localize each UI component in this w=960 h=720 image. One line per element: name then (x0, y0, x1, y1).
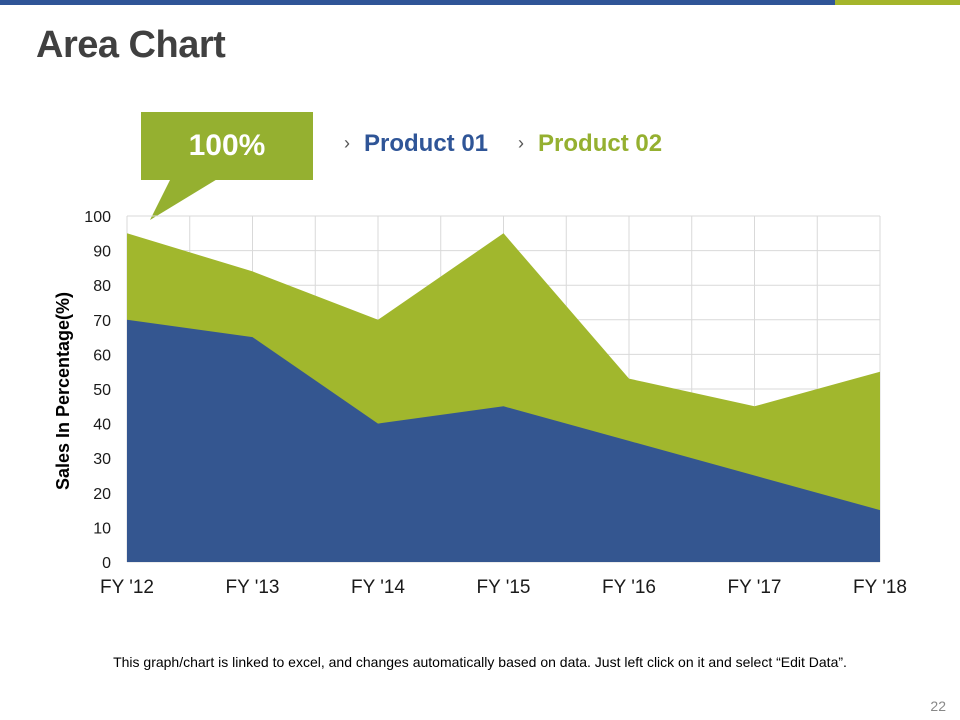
x-tick-label: FY '17 (728, 577, 782, 598)
area-chart[interactable]: 0 10 20 30 40 50 60 70 80 90 100 FY '12 FY '13 FY '14… (0, 0, 960, 620)
y-tick-label: 50 (93, 382, 111, 399)
y-tick-label: 100 (84, 209, 111, 226)
y-tick-label: 10 (93, 520, 111, 537)
legend-label-product-02: Product 02 (538, 130, 663, 157)
chart-axes: 0 10 20 30 40 50 60 70 80 90 100 FY '12 FY '13 FY '14… (53, 209, 907, 598)
x-tick-label: FY '16 (602, 577, 656, 598)
y-tick-label: 20 (93, 486, 111, 503)
y-tick-label: 80 (93, 278, 111, 295)
footnote: This graph/chart is linked to excel, and… (113, 654, 847, 670)
x-tick-label: FY '18 (853, 577, 907, 598)
x-tick-label: FY '12 (100, 577, 154, 598)
y-tick-label: 70 (93, 313, 111, 330)
chevron-right-icon: › (344, 132, 350, 153)
y-tick-label: 60 (93, 347, 111, 364)
top-accent-bar-blue (0, 0, 835, 5)
page-number: 22 (930, 698, 946, 714)
callout-tail (150, 178, 219, 220)
legend-label-product-01: Product 01 (364, 130, 489, 157)
callout-box: 100% (141, 112, 313, 180)
x-tick-label: FY '15 (477, 577, 531, 598)
y-tick-label: 40 (93, 417, 111, 434)
top-accent-bar-green (835, 0, 960, 5)
x-tick-label: FY '14 (351, 577, 405, 598)
chevron-right-icon: › (518, 132, 525, 153)
callout-value: 100% (188, 129, 266, 162)
y-tick-label: 30 (93, 451, 111, 468)
legend-item-product-01[interactable]: › Product 01 (344, 130, 488, 158)
y-tick-label: 0 (102, 555, 111, 572)
y-tick-label: 90 (93, 244, 111, 261)
y-axis-label: Sales In Percentage(%) (53, 292, 73, 490)
chart-legend: › Product 01 › Product 02 (344, 128, 692, 160)
chart-areas (127, 233, 880, 563)
area-series-product-01[interactable] (127, 319, 880, 562)
slide-title: Area Chart (36, 24, 226, 66)
x-tick-label: FY '13 (226, 577, 280, 598)
legend-item-product-02[interactable]: › Product 02 (518, 130, 662, 158)
